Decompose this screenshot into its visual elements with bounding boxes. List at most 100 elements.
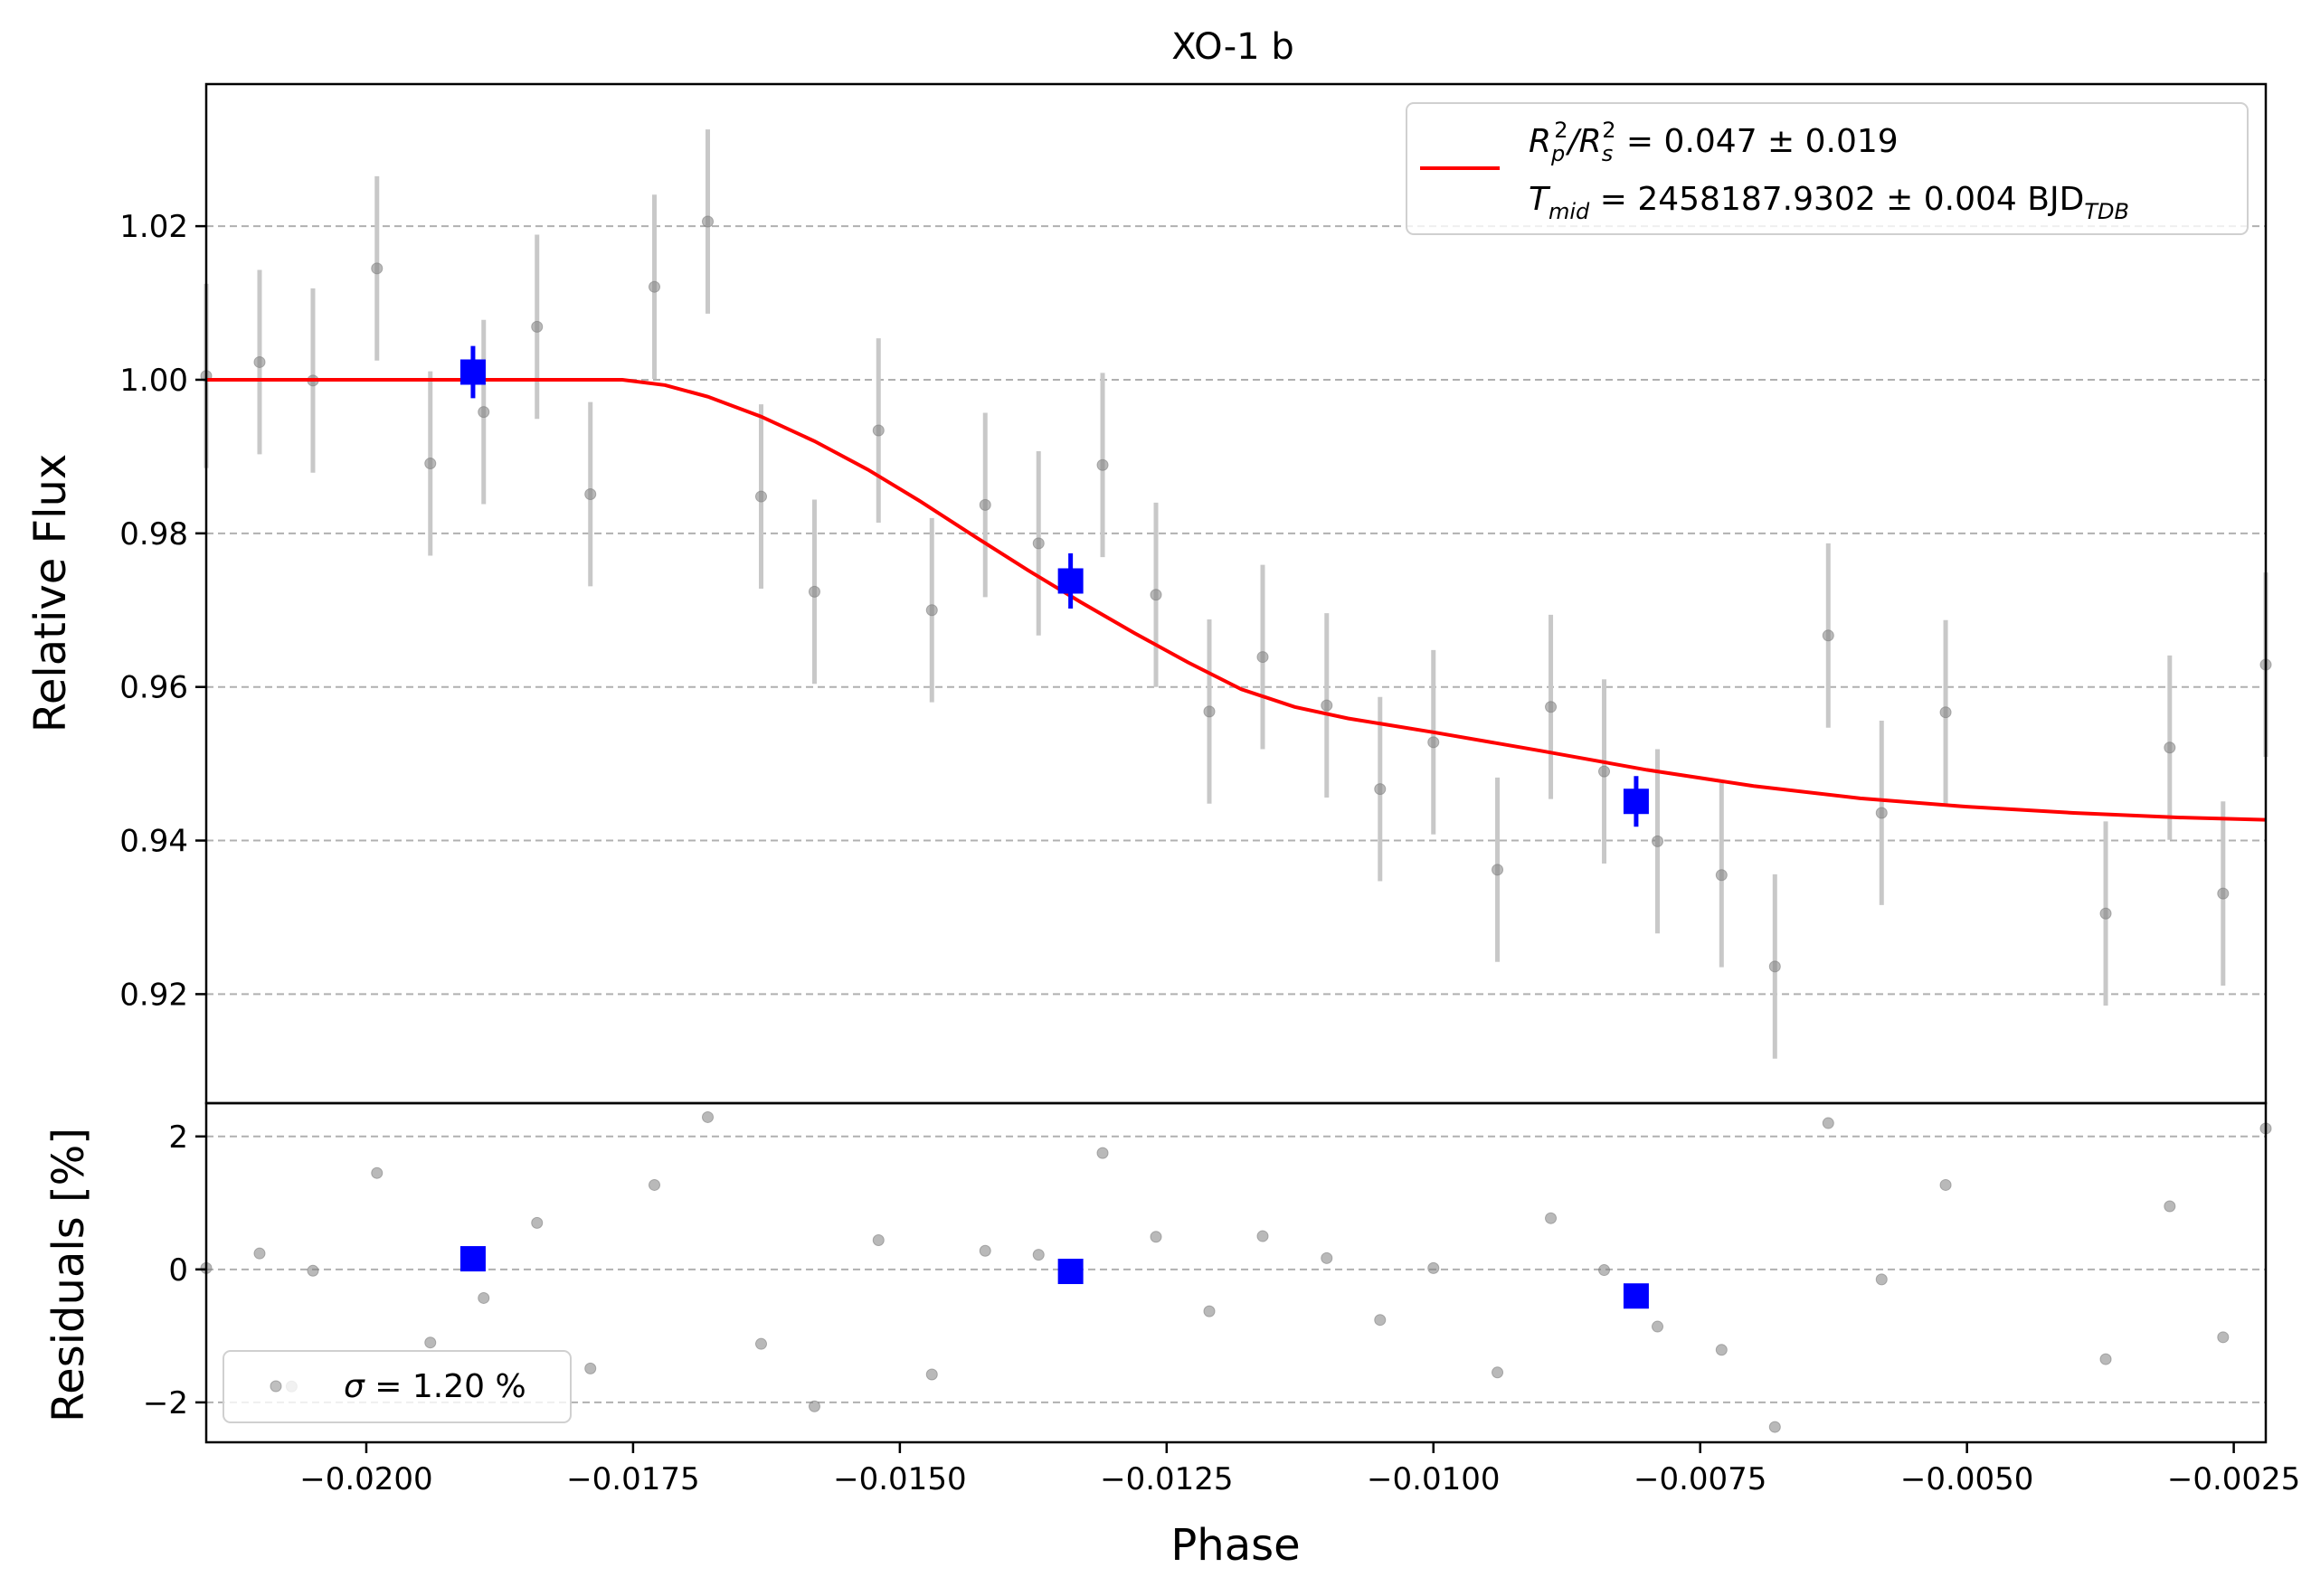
data-point [1492, 864, 1504, 876]
data-point [478, 406, 490, 419]
data-point [754, 490, 767, 503]
x-tick-label: −0.0100 [1367, 1461, 1500, 1497]
residual-point [424, 1336, 437, 1349]
top-gridlines [206, 225, 2266, 996]
data-point [2099, 907, 2112, 920]
data-point [1203, 705, 1216, 718]
residual-point [808, 1400, 820, 1412]
top-y-tick-label: 1.00 [119, 363, 188, 399]
data-point [424, 458, 437, 470]
residual-point [1256, 1230, 1269, 1242]
data-point [1822, 629, 1834, 642]
residual-point [702, 1110, 715, 1123]
data-point [1256, 651, 1269, 664]
data-point [1096, 458, 1109, 471]
x-axis-label: Phase [1170, 1520, 1300, 1571]
residual-legend-text: σ = 1.20 % [344, 1368, 526, 1405]
x-tick-label: −0.0175 [566, 1461, 699, 1497]
residual-point [1321, 1251, 1333, 1264]
residual-point [1598, 1264, 1611, 1277]
residual-point [2164, 1200, 2176, 1213]
binned-point [459, 359, 486, 385]
bottom-y-tick-label: 0 [168, 1252, 188, 1289]
residual-point [531, 1216, 544, 1229]
x-tick-label: −0.0050 [1900, 1461, 2033, 1497]
top-y-tick-label: 0.98 [119, 516, 188, 552]
bottom-y-ticks: −2 0 2 [143, 1119, 206, 1421]
residual-point [1822, 1117, 1834, 1129]
top-y-tick-label: 1.02 [119, 209, 188, 245]
residual-point [754, 1337, 767, 1350]
residual-point [1492, 1366, 1504, 1379]
data-point [1374, 783, 1387, 796]
bottom-y-tick-label: 2 [168, 1119, 188, 1156]
data-point [649, 280, 661, 293]
transit-model-line [206, 377, 2267, 822]
residual-point [2099, 1353, 2112, 1365]
data-point [1652, 835, 1664, 847]
bottom-panel-frame [204, 1101, 2268, 1444]
bottom-binned-residuals [459, 1246, 1649, 1309]
residual-point [979, 1244, 991, 1257]
x-tick-label: −0.0150 [833, 1461, 966, 1497]
residual-point [925, 1368, 938, 1381]
residual-point [872, 1233, 885, 1246]
binned-point [1057, 568, 1084, 594]
data-point [1545, 701, 1558, 713]
top-error-bars [204, 129, 2268, 1059]
data-point [371, 262, 384, 275]
data-point [531, 320, 544, 333]
top-panel-frame [204, 82, 2268, 1105]
top-binned-points [459, 345, 1649, 827]
data-point [1875, 807, 1888, 819]
residual-legend-marker [270, 1380, 282, 1393]
residual-legend-box [223, 1350, 572, 1423]
chart-title: XO-1 b [1171, 26, 1293, 68]
x-tick-label: −0.0025 [2167, 1461, 2300, 1497]
residual-point [1715, 1344, 1728, 1356]
residual-legend: σ = 1.20 % [223, 1350, 572, 1423]
residual-point [1203, 1305, 1216, 1317]
data-point [1150, 589, 1162, 601]
residual-point [584, 1362, 597, 1374]
bottom-y-axis-label: Residuals [%] [43, 1128, 94, 1422]
x-ticks: −0.0200 −0.0175 −0.0150 −0.0125 −0.0100 −0.00… [299, 1442, 2300, 1497]
binned-residual-point [459, 1246, 486, 1272]
residual-point [2217, 1331, 2230, 1344]
residual-point [1374, 1314, 1387, 1327]
data-point [808, 585, 820, 598]
data-point [872, 424, 885, 437]
residual-point [1768, 1421, 1781, 1433]
residual-point [253, 1247, 266, 1260]
model-legend: Rp2/Rs2 = 0.047 ± 0.019 Tmid = 2458187.9… [1406, 102, 2249, 235]
model-legend-tmid: Tmid = 2458187.9302 ± 0.004 BJDTDB [1529, 181, 2129, 224]
binned-residual-point [1057, 1259, 1084, 1285]
residual-point [371, 1166, 384, 1179]
data-point [2164, 741, 2176, 754]
residual-point [1427, 1261, 1440, 1274]
data-point [584, 488, 597, 501]
data-point [1321, 699, 1333, 712]
data-point [1032, 537, 1045, 550]
model-legend-depth: Rp2/Rs2 = 0.047 ± 0.019 [1529, 118, 1899, 166]
binned-point [1623, 789, 1649, 815]
residual-point [478, 1291, 490, 1304]
model-legend-box [1406, 102, 2249, 235]
bottom-y-tick-label: −2 [143, 1385, 188, 1421]
x-tick-label: −0.0125 [1100, 1461, 1233, 1497]
residual-point [1096, 1147, 1109, 1159]
residual-point [1939, 1178, 1952, 1191]
top-y-tick-label: 0.94 [119, 824, 188, 860]
x-tick-label: −0.0200 [299, 1461, 432, 1497]
residual-point [1032, 1249, 1045, 1261]
residual-point [307, 1264, 319, 1277]
data-point [1939, 706, 1952, 719]
binned-residual-point [1623, 1283, 1649, 1309]
top-y-ticks: 0.92 0.94 0.96 0.98 1.00 1.02 [119, 209, 206, 1013]
data-point [979, 498, 991, 511]
top-data-points [200, 215, 2272, 973]
residual-point [1545, 1212, 1558, 1224]
residual-point [1150, 1231, 1162, 1243]
